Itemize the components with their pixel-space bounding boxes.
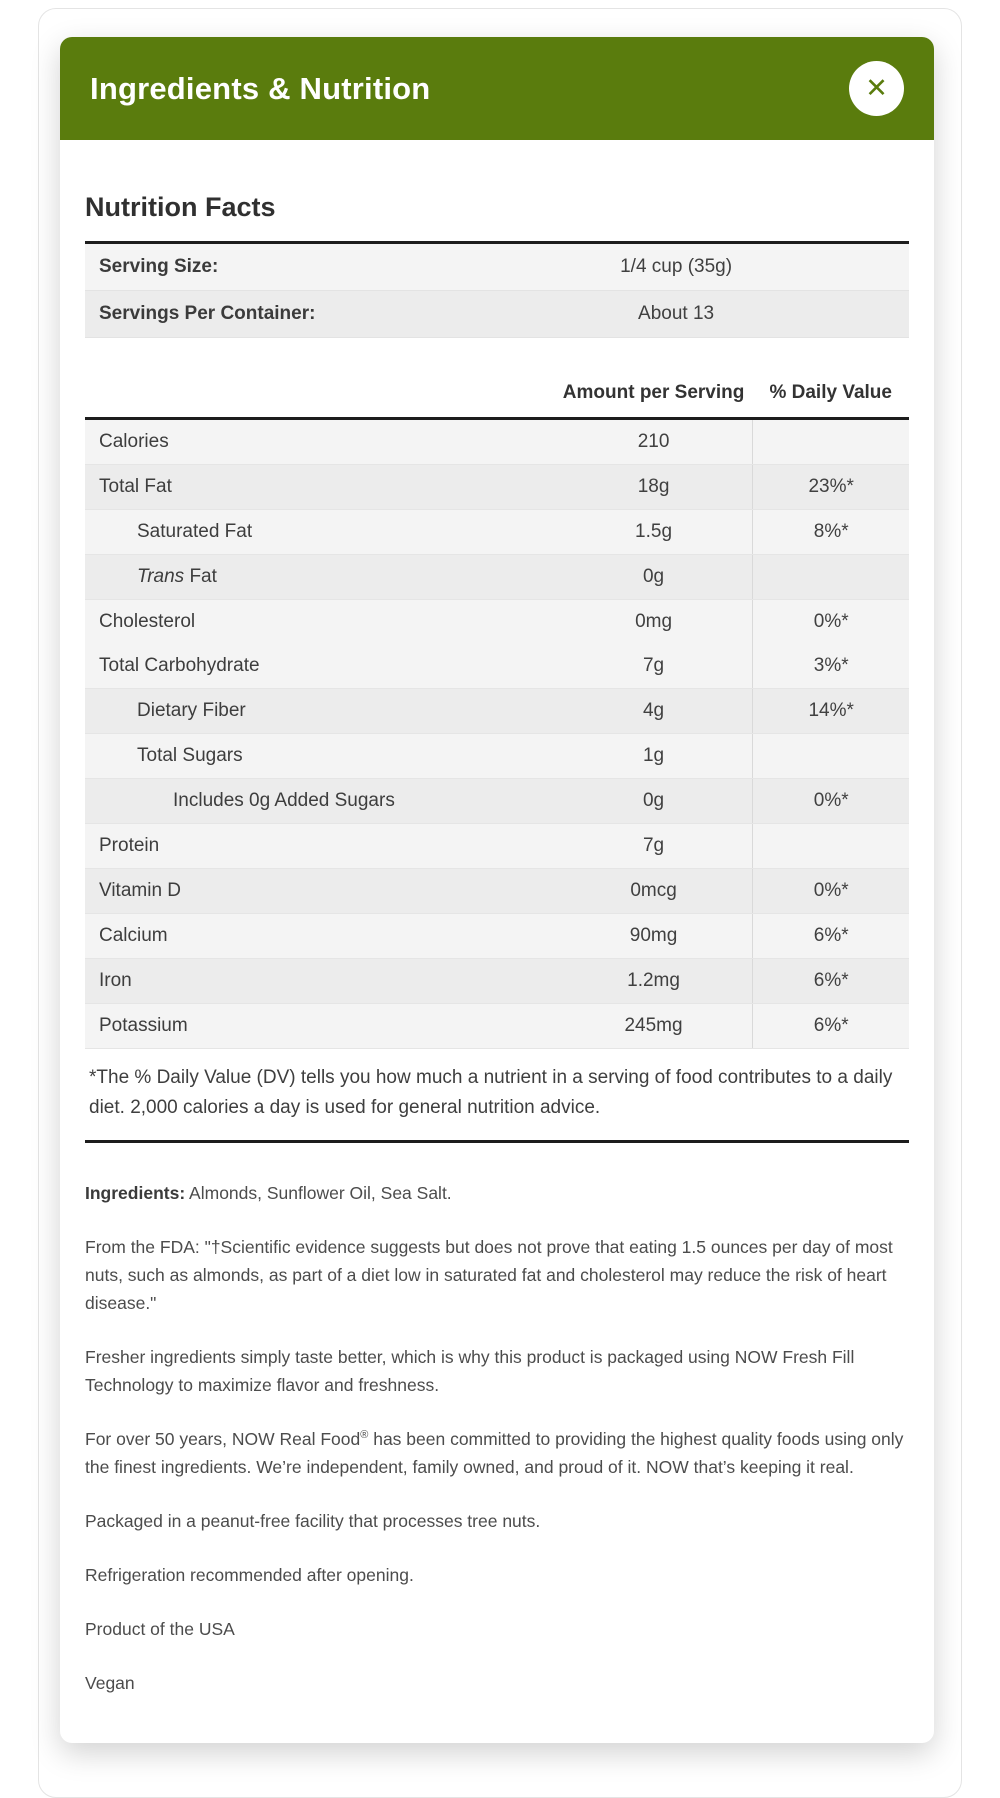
refrigeration-statement: Refrigeration recommended after opening.: [85, 1565, 414, 1586]
servings-per-container-row: Servings Per Container: About 13: [85, 291, 909, 338]
table-row-calories: Calories 210: [85, 420, 909, 466]
column-header-amount: Amount per Serving: [562, 382, 745, 403]
serving-info-table: Serving Size: 1/4 cup (35g) Servings Per…: [85, 241, 909, 338]
ingredients-line: Ingredients: Almonds, Sunflower Oil, Sea…: [85, 1183, 452, 1204]
table-row-cholesterol-carbohydrate: Cholesterol 0mg 0%* Total Carbohydrate 7…: [85, 600, 909, 690]
daily-value-footnote: *The % Daily Value (DV) tells you how mu…: [85, 1049, 909, 1144]
ingredients-nutrition-modal: Ingredients & Nutrition ✕ Nutrition Fact…: [60, 37, 934, 1744]
table-row-calcium: Calcium 90mg 6%*: [85, 914, 909, 960]
vegan-statement: Vegan: [85, 1673, 135, 1694]
serving-size-row: Serving Size: 1/4 cup (35g): [85, 244, 909, 291]
table-row-vitamin-d: Vitamin D 0mcg 0%*: [85, 869, 909, 915]
table-row-dietary-fiber: Dietary Fiber 4g 14%*: [85, 689, 909, 735]
modal-body: Nutrition Facts Serving Size: 1/4 cup (3…: [60, 140, 934, 1743]
table-row-potassium: Potassium 245mg 6%*: [85, 1004, 909, 1050]
servings-per-container-value: About 13: [638, 303, 715, 324]
nutrition-facts-heading: Nutrition Facts: [85, 192, 276, 222]
nutrition-facts-table: Calories 210 Total Fat 18g 23%* Saturate…: [85, 417, 909, 1050]
table-row-saturated-fat: Saturated Fat 1.5g 8%*: [85, 510, 909, 556]
modal-header: Ingredients & Nutrition ✕: [60, 37, 934, 140]
peanut-free-statement: Packaged in a peanut-free facility that …: [85, 1511, 541, 1532]
column-header-daily-value: % Daily Value: [769, 381, 892, 403]
table-row-total-sugars: Total Sugars 1g: [85, 734, 909, 780]
product-description: Ingredients: Almonds, Sunflower Oil, Sea…: [85, 1179, 909, 1697]
origin-statement: Product of the USA: [85, 1619, 235, 1640]
serving-size-value: 1/4 cup (35g): [620, 256, 733, 277]
table-row-protein: Protein 7g: [85, 824, 909, 870]
table-column-headers: Amount per Serving % Daily Value: [85, 372, 909, 417]
table-row-iron: Iron 1.2mg 6%*: [85, 959, 909, 1005]
fresh-fill-statement: Fresher ingredients simply taste better,…: [85, 1347, 855, 1396]
brand-statement: For over 50 years, NOW Real Food® has be…: [85, 1429, 904, 1478]
close-button[interactable]: ✕: [849, 61, 904, 116]
table-row-added-sugars: Includes 0g Added Sugars 0g 0%*: [85, 779, 909, 825]
table-row-trans-fat: Trans Fat 0g: [85, 555, 909, 601]
fda-statement: From the FDA: "†Scientific evidence sugg…: [85, 1237, 893, 1314]
servings-per-container-label: Servings Per Container:: [99, 303, 316, 324]
table-row-total-fat: Total Fat 18g 23%*: [85, 465, 909, 511]
modal-title: Ingredients & Nutrition: [90, 70, 431, 106]
serving-size-label: Serving Size:: [99, 256, 219, 277]
close-icon: ✕: [865, 73, 888, 104]
